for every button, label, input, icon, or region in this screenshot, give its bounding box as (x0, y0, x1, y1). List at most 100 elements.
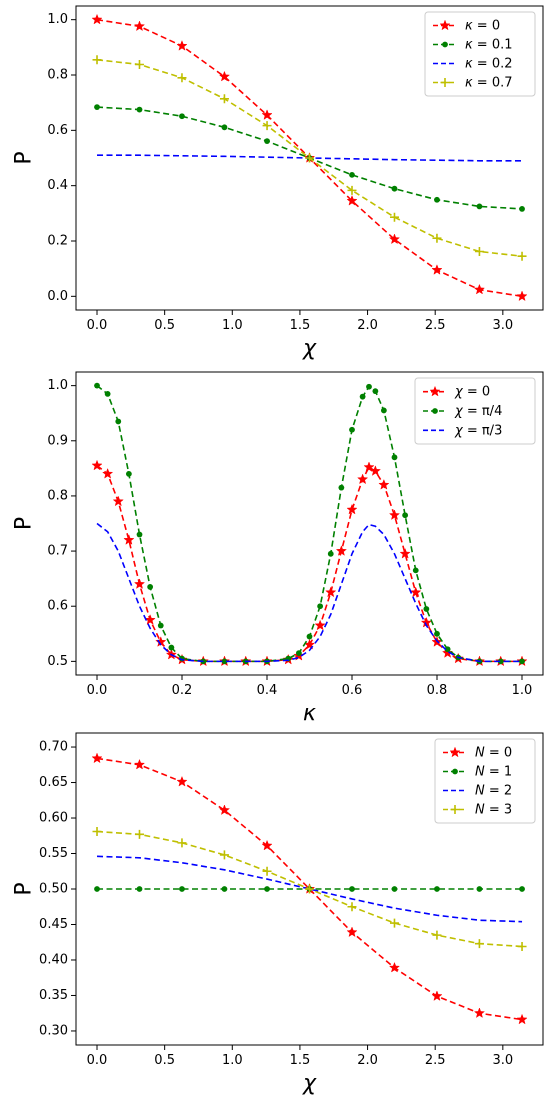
legend-label-0-3: κ = 0.7 (465, 75, 513, 90)
series-point (372, 388, 379, 395)
series-line-0 (96, 464, 522, 663)
x-axis-label: χ (302, 336, 317, 361)
series-point (133, 578, 146, 589)
series-point (221, 658, 228, 665)
series-point (432, 233, 442, 243)
series-point (410, 586, 422, 598)
series-point (388, 961, 401, 973)
series-point (519, 206, 525, 212)
series-point (133, 758, 146, 770)
series-point (434, 196, 440, 203)
series-point (136, 106, 143, 113)
series-point (402, 512, 409, 519)
series-point (346, 503, 358, 515)
x-tick-label: 0.0 (87, 318, 108, 333)
y-tick-label: 0.0 (47, 289, 68, 304)
legend-marker-3 (440, 78, 450, 87)
series-point (516, 1013, 528, 1025)
legend-label-0-2: κ = 0.2 (465, 56, 513, 71)
series-point (519, 658, 525, 665)
x-tick-label: 0.0 (87, 1053, 108, 1068)
series-point (91, 13, 103, 25)
series-point (221, 886, 228, 892)
x-tick-label: 2.5 (425, 1053, 446, 1068)
series-point (136, 886, 143, 892)
x-tick-label: 3.0 (492, 318, 513, 333)
series-point (177, 838, 187, 848)
x-tick-label: 1.0 (222, 318, 243, 333)
series-point (423, 606, 430, 612)
y-tick-label: 0.70 (39, 740, 68, 755)
x-tick-label: 2.0 (357, 318, 378, 333)
series-point (262, 121, 272, 131)
x-tick-label: 0.4 (257, 683, 278, 698)
series-point (388, 509, 401, 521)
y-tick-label: 0.2 (47, 233, 68, 248)
series-point (378, 478, 390, 490)
series-point (261, 109, 273, 120)
x-tick-label: 0.6 (342, 683, 363, 698)
series-point (497, 658, 504, 665)
y-tick-label: 0.8 (47, 488, 68, 503)
y-tick-label: 0.60 (39, 811, 68, 826)
series-point (92, 55, 102, 65)
x-tick-label: 0.5 (154, 318, 175, 333)
y-tick-label: 1.0 (47, 378, 68, 393)
series-point (306, 633, 313, 640)
series-point (176, 775, 188, 787)
series-point (218, 804, 231, 815)
series-point (115, 418, 122, 425)
y-axis-label: P (12, 517, 37, 530)
x-tick-label: 1.0 (512, 683, 533, 698)
y-axis-label: P (12, 151, 37, 164)
series-point (317, 603, 324, 610)
series-point (388, 233, 401, 245)
series-point (473, 283, 486, 295)
legend (424, 11, 536, 97)
legend-marker-3 (450, 805, 460, 814)
series-point (474, 939, 484, 949)
series-point (94, 104, 100, 110)
x-tick-label: 1.5 (290, 318, 311, 333)
series-point (177, 73, 187, 83)
series-point (391, 454, 398, 461)
legend-marker-1 (452, 768, 458, 775)
legend (414, 377, 536, 445)
series-point (264, 138, 270, 145)
series-point (347, 185, 357, 195)
legend-marker-1 (442, 41, 448, 48)
y-tick-label: 0.35 (39, 988, 68, 1003)
legend-label-0-0: κ = 0 (465, 18, 500, 33)
series-point (92, 827, 102, 837)
y-tick-label: 0.4 (47, 178, 68, 193)
legend-marker-0 (449, 746, 461, 758)
series-point (123, 534, 135, 545)
series-point (305, 884, 315, 894)
series-point (519, 886, 525, 892)
series-point (389, 212, 399, 222)
y-tick-label: 0.40 (39, 952, 68, 967)
legend-marker-1 (432, 408, 438, 414)
legend-label-1-0: χ = 0 (454, 384, 490, 399)
legend-label-0-1: κ = 0.1 (465, 37, 513, 52)
series-point (262, 866, 272, 876)
panel-top: 0.0 0.5 1.0 1.5 2.0 2.5 3.0 0.0 0.2 0.4 0.6 0.8 1.0 χ… (12, 5, 544, 361)
series-point (346, 194, 358, 206)
series-point (179, 113, 185, 120)
y-tick-label: 0.30 (39, 1023, 68, 1038)
series-point (431, 264, 443, 275)
series-point (516, 290, 528, 302)
x-axis-label: κ (303, 701, 316, 726)
series-point (134, 59, 144, 69)
series-point (346, 926, 358, 938)
panel-middle: 0.0 0.2 0.4 0.6 0.8 1.0 0.5 0.6 0.7 0.8 0.9 1.0 κ Pχ … (12, 371, 544, 726)
legend-label-1-2: χ = π/3 (454, 423, 502, 438)
series-point (338, 484, 345, 491)
x-tick-label: 3.0 (492, 1053, 513, 1068)
y-tick-label: 0.65 (39, 775, 68, 790)
series-point (473, 1007, 486, 1018)
legend-label-2-0: N = 0 (475, 745, 512, 760)
series-point (221, 124, 228, 131)
x-tick-label: 2.0 (357, 1053, 378, 1068)
y-tick-label: 0.7 (47, 544, 68, 559)
